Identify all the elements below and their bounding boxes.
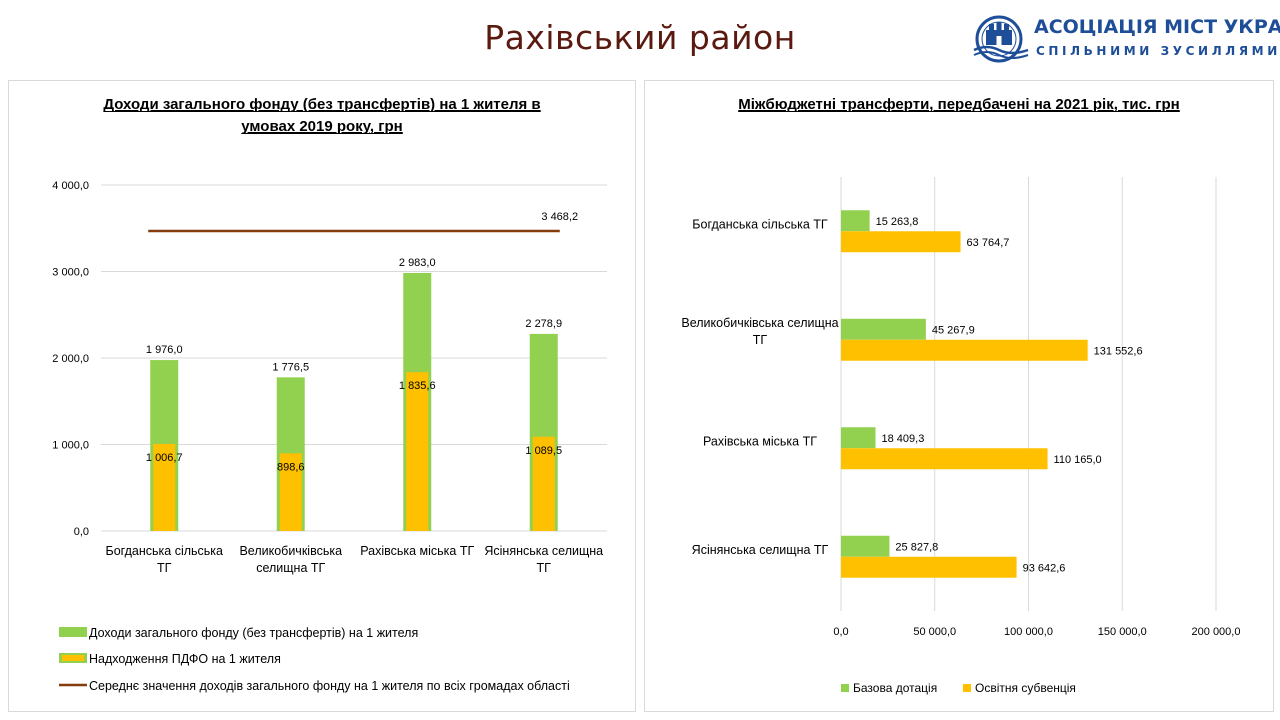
logo-org-name: АСОЦІАЦІЯ МІСТ УКРАЇНИ <box>1034 16 1280 38</box>
y-tick-label: 4 000,0 <box>52 180 89 192</box>
basic-subsidy-value-label: 45 267,9 <box>932 324 975 336</box>
chart2-title-line: Міжбюджетні трансферти, передбачені на 2… <box>738 96 1180 113</box>
transfers-chart-panel: Міжбюджетні трансферти, передбачені на 2… <box>644 80 1274 712</box>
basic-subsidy-value-label: 25 827,8 <box>895 541 938 553</box>
pit-value-label: 1 006,7 <box>146 452 183 464</box>
basic-subsidy-value-label: 15 263,8 <box>876 216 919 228</box>
average-value-label: 3 468,2 <box>541 211 578 223</box>
revenue-value-label: 2 278,9 <box>525 318 562 330</box>
pit-value-label: 1 089,5 <box>525 445 562 457</box>
y-category-label: Ясінянська селищна ТГ <box>692 543 829 557</box>
y-tick-label: 3 000,0 <box>52 267 89 279</box>
revenue-value-label: 1 776,5 <box>272 361 309 373</box>
city-emblem-icon <box>973 15 1029 63</box>
basic-subsidy-bar <box>841 427 876 449</box>
x-category-label: Богданська сільська ТГ <box>105 544 223 575</box>
legend-swatch-revenue <box>59 627 87 637</box>
legend-label-pit: Надходження ПДФО на 1 жителя <box>89 652 281 666</box>
education-subvention-bar <box>841 339 1088 361</box>
education-subvention-value-label: 93 642,6 <box>1023 562 1066 574</box>
revenue-per-capita-chart: Доходи загального фонду (без трансфертів… <box>52 96 607 693</box>
y-category-label: Богданська сільська ТГ <box>692 217 828 231</box>
y-tick-label: 0,0 <box>74 526 89 538</box>
legend-label-education-subvention: Освітня субвенція <box>975 681 1076 695</box>
x-category-label: Рахівська міська ТГ <box>360 544 474 558</box>
association-logo: АСОЦІАЦІЯ МІСТ УКРАЇНИ СПІЛЬНИМИ ЗУСИЛЛЯ… <box>972 14 1280 64</box>
education-subvention-value-label: 63 764,7 <box>967 237 1010 249</box>
x-tick-label: 0,0 <box>833 626 848 638</box>
x-category-label: Ясінянська селищна ТГ <box>484 544 603 575</box>
revenue-value-label: 2 983,0 <box>399 257 436 269</box>
y-tick-label: 2 000,0 <box>52 353 89 365</box>
pit-bar <box>406 372 429 531</box>
pit-bar <box>279 453 302 531</box>
education-subvention-bar <box>841 556 1017 578</box>
y-category-label: Рахівська міська ТГ <box>703 434 817 448</box>
pit-value-label: 898,6 <box>277 461 305 473</box>
pit-value-label: 1 835,6 <box>399 380 436 392</box>
legend-label-average: Середнє значення доходів загального фонд… <box>89 679 570 693</box>
legend-label-basic-subsidy: Базова дотація <box>853 681 937 695</box>
legend-label-revenue: Доходи загального фонду (без трансфертів… <box>89 626 418 640</box>
basic-subsidy-bar <box>841 318 926 340</box>
legend-swatch-education-subvention <box>963 684 971 692</box>
pit-bar <box>153 443 176 531</box>
x-tick-label: 100 000,0 <box>1004 626 1053 638</box>
education-subvention-bar <box>841 231 961 253</box>
logo-tagline: СПІЛЬНИМИ ЗУСИЛЛЯМИ <box>1036 44 1280 58</box>
education-subvention-value-label: 131 552,6 <box>1094 345 1143 357</box>
x-tick-label: 200 000,0 <box>1192 626 1241 638</box>
revenue-chart-panel: Доходи загального фонду (без трансфертів… <box>8 80 636 712</box>
transfers-chart: Міжбюджетні трансферти, передбачені на 2… <box>681 96 1241 695</box>
basic-subsidy-value-label: 18 409,3 <box>882 433 925 445</box>
chart1-title-line: Доходи загального фонду (без трансфертів… <box>103 96 540 113</box>
education-subvention-bar <box>841 448 1048 470</box>
revenue-value-label: 1 976,0 <box>146 344 183 356</box>
pit-bar <box>532 436 555 531</box>
legend-swatch-pit <box>62 655 84 661</box>
x-tick-label: 50 000,0 <box>913 626 956 638</box>
page-title: Рахівський район <box>484 18 796 57</box>
x-category-label: Великобичківська селищна ТГ <box>239 544 342 575</box>
legend-swatch-basic-subsidy <box>841 684 849 692</box>
x-tick-label: 150 000,0 <box>1098 626 1147 638</box>
chart1-title-line: умовах 2019 року, грн <box>241 118 402 135</box>
education-subvention-value-label: 110 165,0 <box>1054 454 1102 466</box>
basic-subsidy-bar <box>841 210 870 232</box>
y-category-label: Великобичківська селищна ТГ <box>681 316 838 347</box>
basic-subsidy-bar <box>841 535 890 557</box>
y-tick-label: 1 000,0 <box>52 440 89 452</box>
